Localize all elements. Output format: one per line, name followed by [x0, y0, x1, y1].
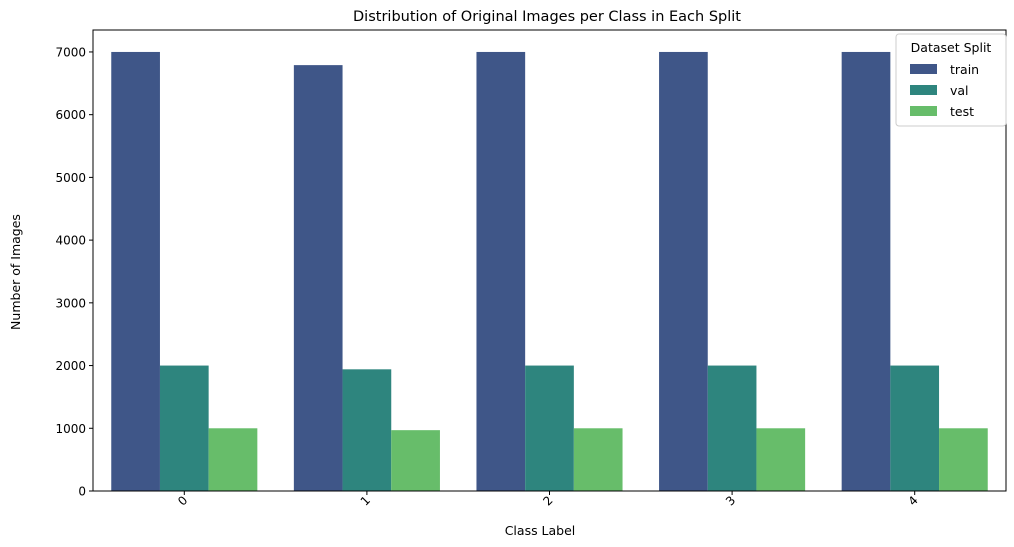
x-axis-label: Class Label: [505, 523, 576, 538]
bar-train-class-3: [659, 51, 708, 491]
x-tick-label: 2: [540, 493, 555, 508]
bar-val-class-1: [342, 369, 392, 491]
bar-test-class-3: [756, 428, 806, 491]
y-tick-label: 1000: [55, 422, 86, 436]
y-tick-label: 7000: [55, 45, 86, 59]
y-tick-label: 6000: [55, 108, 86, 122]
y-tick-label: 4000: [55, 234, 86, 248]
plot-area: [92, 29, 1007, 492]
legend-title: Dataset Split: [911, 40, 992, 55]
bar-val-class-3: [707, 365, 757, 491]
x-tick-label: 1: [358, 493, 373, 508]
legend-swatch-val: [910, 85, 937, 95]
bar-test-class-2: [573, 428, 623, 491]
bar-train-class-0: [111, 51, 160, 491]
bar-test-class-4: [939, 428, 988, 491]
legend: Dataset Split train val test: [895, 33, 1007, 127]
bar-train-class-4: [841, 51, 891, 491]
legend-label-test: test: [950, 104, 974, 119]
bar-train-class-2: [476, 51, 526, 491]
x-axis: 0 1 2 3 4: [175, 491, 921, 509]
legend-swatch-train: [910, 64, 937, 74]
y-tick-label: 5000: [55, 171, 86, 185]
y-tick-label: 2000: [55, 359, 86, 373]
bar-val-class-2: [525, 365, 574, 491]
bar-val-class-4: [890, 365, 940, 491]
bar-test-class-1: [391, 430, 440, 491]
x-tick-label: 0: [175, 493, 190, 508]
x-tick-label: 4: [906, 493, 921, 508]
y-tick-label: 0: [78, 485, 86, 499]
legend-box: [895, 33, 1007, 127]
legend-swatch-test: [910, 106, 937, 116]
y-tick-label: 3000: [55, 296, 86, 310]
legend-items: train val test: [910, 62, 979, 119]
legend-label-val: val: [950, 83, 969, 98]
y-axis-label: Number of Images: [8, 214, 23, 330]
bar-train-class-1: [293, 65, 343, 491]
y-axis: 0 1000 2000 3000 4000 5000 6000 7000: [55, 45, 93, 499]
legend-label-train: train: [950, 62, 979, 77]
chart-title: Distribution of Original Images per Clas…: [353, 9, 741, 25]
bar-test-class-0: [208, 428, 258, 491]
x-tick-label: 3: [723, 493, 738, 508]
bar-val-class-0: [159, 365, 209, 491]
